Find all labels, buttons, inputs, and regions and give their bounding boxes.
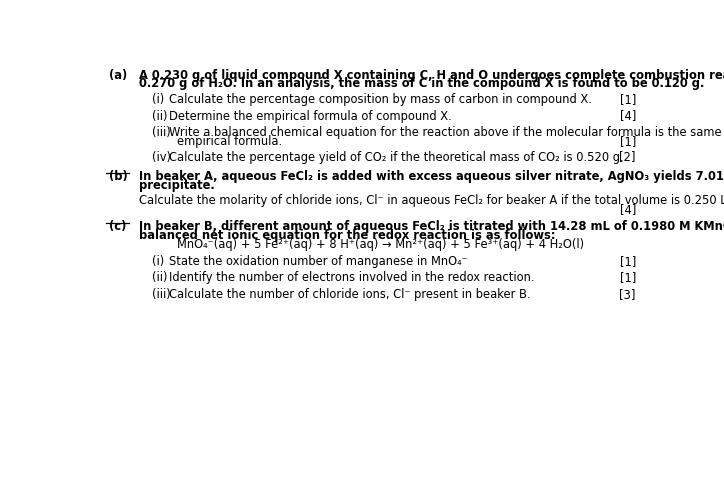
Text: 0.270 g of H₂O. In an analysis, the mass of C in the compound X is found to be 0: 0.270 g of H₂O. In an analysis, the mass… (139, 77, 704, 91)
Text: MnO₄⁻(aq) + 5 Fe²⁺(aq) + 8 H⁺(aq) → Mn²⁺(aq) + 5 Fe³⁺(aq) + 4 H₂O(l): MnO₄⁻(aq) + 5 Fe²⁺(aq) + 8 H⁺(aq) → Mn²⁺… (177, 238, 584, 251)
Text: [4]: [4] (620, 109, 636, 122)
Text: (i): (i) (152, 93, 164, 106)
Text: A 0.230 g of liquid compound X containing C, H and O undergoes complete combusti: A 0.230 g of liquid compound X containin… (139, 69, 724, 81)
Text: Identify the number of electrons involved in the redox reaction.: Identify the number of electrons involve… (169, 271, 534, 284)
Text: Calculate the percentage yield of CO₂ if the theoretical mass of CO₂ is 0.520 g.: Calculate the percentage yield of CO₂ if… (169, 151, 623, 164)
Text: (iii): (iii) (152, 126, 171, 139)
Text: Calculate the percentage composition by mass of carbon in compound X.: Calculate the percentage composition by … (169, 93, 592, 106)
Text: [2]: [2] (620, 151, 636, 164)
Text: (i): (i) (152, 255, 164, 268)
Text: [3]: [3] (620, 287, 636, 301)
Text: In beaker A, aqueous FeCl₂ is added with excess aqueous silver nitrate, AgNO₃ yi: In beaker A, aqueous FeCl₂ is added with… (139, 170, 724, 183)
Text: State the oxidation number of manganese in MnO₄⁻: State the oxidation number of manganese … (169, 255, 468, 268)
Text: [1]: [1] (620, 93, 636, 106)
Text: [1]: [1] (620, 271, 636, 284)
Text: precipitate.: precipitate. (139, 179, 215, 192)
Text: (ii): (ii) (152, 271, 168, 284)
Text: Determine the empirical formula of compound X.: Determine the empirical formula of compo… (169, 109, 452, 122)
Text: (iii): (iii) (152, 287, 171, 301)
Text: (b): (b) (109, 170, 127, 183)
Text: (ii): (ii) (152, 109, 168, 122)
Text: (c): (c) (109, 220, 127, 233)
Text: balanced net ionic equation for the redox reaction is as follows:: balanced net ionic equation for the redo… (139, 229, 556, 242)
Text: empirical formula.: empirical formula. (177, 135, 282, 148)
Text: [1]: [1] (620, 255, 636, 268)
Text: Write a balanced chemical equation for the reaction above if the molecular formu: Write a balanced chemical equation for t… (169, 126, 724, 139)
Text: (iv): (iv) (152, 151, 171, 164)
Text: In beaker B, different amount of aqueous FeCl₂ is titrated with 14.28 mL of 0.19: In beaker B, different amount of aqueous… (139, 220, 724, 233)
Text: [1]: [1] (620, 135, 636, 148)
Text: (a): (a) (109, 69, 127, 81)
Text: Calculate the number of chloride ions, Cl⁻ present in beaker B.: Calculate the number of chloride ions, C… (169, 287, 531, 301)
Text: [4]: [4] (620, 203, 636, 216)
Text: Calculate the molarity of chloride ions, Cl⁻ in aqueous FeCl₂ for beaker A if th: Calculate the molarity of chloride ions,… (139, 194, 724, 207)
